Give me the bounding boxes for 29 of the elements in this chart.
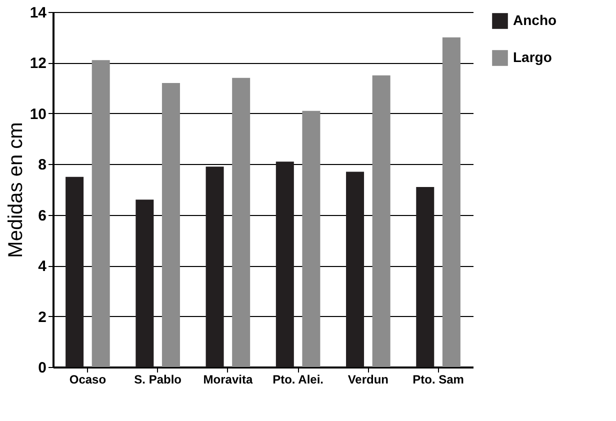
bar: [136, 200, 154, 367]
y-tick-label: 4: [38, 258, 48, 276]
y-tick-label: 8: [38, 156, 46, 174]
bar: [162, 83, 180, 367]
x-tick-label: Pto. Sam: [412, 372, 464, 386]
bar: [346, 172, 364, 367]
y-tick-label: 6: [38, 207, 46, 224]
y-tick-label: 12: [30, 55, 46, 72]
bar: [66, 176, 84, 367]
bar: [206, 166, 224, 367]
bar: [372, 75, 390, 367]
bar: [416, 186, 434, 367]
x-tick-label: Ocaso: [69, 372, 106, 386]
y-tick-label: 10: [30, 106, 46, 123]
y-axis-title: Medidas en cm: [4, 122, 27, 258]
y-tick-label: 2: [38, 308, 46, 326]
x-tick-label: Moravita: [203, 372, 253, 386]
bar: [92, 60, 110, 367]
bar: [276, 162, 294, 367]
y-tick-label: 0: [38, 360, 46, 376]
legend-label: Ancho: [513, 12, 557, 28]
x-tick-label: Pto. Alei.: [272, 372, 324, 386]
x-tick-label: S. Pablo: [134, 372, 182, 386]
y-tick-label: 14: [30, 4, 48, 22]
bar: [442, 37, 460, 367]
bar: [232, 78, 250, 367]
x-tick-label: Verdun: [348, 372, 389, 386]
legend-label: Largo: [513, 49, 552, 65]
bar: [302, 110, 320, 367]
